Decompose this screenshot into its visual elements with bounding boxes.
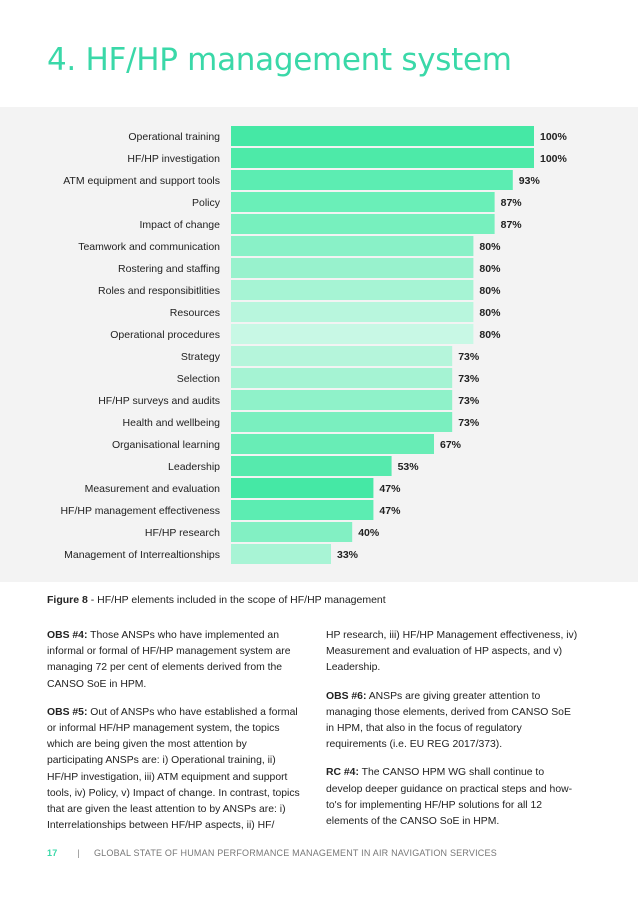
rc-4-paragraph: RC #4: The CANSO HPM WG shall continue t… bbox=[326, 765, 581, 830]
bar bbox=[231, 368, 453, 388]
value-label: 100% bbox=[540, 131, 568, 143]
caption-label: Figure 8 bbox=[47, 594, 88, 606]
value-label: 80% bbox=[479, 307, 501, 319]
left-column: OBS #4: Those ANSPs who have implemented… bbox=[47, 628, 302, 846]
bar bbox=[231, 258, 474, 278]
value-label: 73% bbox=[458, 351, 480, 363]
bar bbox=[231, 192, 495, 212]
category-label: HF/HP research bbox=[145, 527, 220, 539]
obs-5-label: OBS #5: bbox=[47, 706, 88, 718]
obs-5-continued-paragraph: HP research, iii) HF/HP Management effec… bbox=[326, 628, 581, 677]
category-label: Strategy bbox=[181, 351, 221, 363]
bar bbox=[231, 170, 513, 190]
category-label: Management of Interrealtionships bbox=[64, 549, 220, 561]
category-label: HF/HP management effectiveness bbox=[60, 505, 220, 517]
category-label: Operational procedures bbox=[110, 329, 220, 341]
category-label: Teamwork and communication bbox=[78, 241, 220, 253]
chart-panel: Operational training 100% HF/HP investigat… bbox=[0, 107, 638, 582]
category-label: Operational training bbox=[128, 131, 220, 143]
value-label: 53% bbox=[398, 461, 420, 473]
obs-6-paragraph: OBS #6: ANSPs are giving greater attenti… bbox=[326, 689, 581, 754]
footer-text: GLOBAL STATE OF HUMAN PERFORMANCE MANAGE… bbox=[93, 848, 497, 858]
category-label: ATM equipment and support tools bbox=[63, 175, 220, 187]
value-label: 80% bbox=[479, 263, 501, 275]
value-label: 73% bbox=[458, 395, 480, 407]
category-label: Measurement and evaluation bbox=[85, 483, 221, 495]
obs-4-paragraph: OBS #4: Those ANSPs who have implemented… bbox=[47, 628, 302, 693]
category-label: Roles and responsibitlities bbox=[98, 285, 220, 297]
value-label: 80% bbox=[479, 241, 501, 253]
bar bbox=[231, 478, 374, 498]
value-label: 80% bbox=[479, 285, 501, 297]
obs-6-text: ANSPs are giving greater attention to ma… bbox=[326, 690, 571, 751]
value-label: 33% bbox=[337, 549, 359, 561]
category-label: Rostering and staffing bbox=[118, 263, 220, 275]
value-label: 80% bbox=[479, 329, 501, 341]
caption-text: - HF/HP elements included in the scope o… bbox=[87, 594, 386, 606]
page-number: 17 bbox=[47, 848, 58, 858]
bar bbox=[231, 236, 474, 256]
value-label: 40% bbox=[358, 527, 380, 539]
category-label: Leadership bbox=[168, 461, 220, 473]
bar bbox=[231, 412, 453, 432]
bar bbox=[231, 456, 392, 476]
value-label: 73% bbox=[458, 417, 480, 429]
value-label: 73% bbox=[458, 373, 480, 385]
obs-4-label: OBS #4: bbox=[47, 630, 88, 641]
category-label: HF/HP investigation bbox=[127, 153, 220, 165]
value-label: 67% bbox=[440, 439, 462, 451]
rc-4-label: RC #4: bbox=[326, 767, 359, 779]
value-label: 93% bbox=[519, 175, 541, 187]
obs-4-text: Those ANSPs who have implemented an info… bbox=[47, 630, 291, 690]
bar bbox=[231, 280, 474, 300]
value-label: 87% bbox=[501, 219, 523, 231]
obs-5-continued-text: HP research, iii) HF/HP Management effec… bbox=[326, 630, 578, 674]
figure-caption: Figure 8 - HF/HP elements included in th… bbox=[47, 594, 386, 606]
bar bbox=[231, 346, 453, 366]
category-label: Impact of change bbox=[139, 219, 220, 231]
bar bbox=[231, 148, 534, 168]
bar bbox=[231, 214, 495, 234]
value-label: 100% bbox=[540, 153, 568, 165]
footer-separator: | bbox=[77, 848, 80, 858]
category-label: Selection bbox=[177, 373, 220, 385]
value-label: 47% bbox=[379, 483, 401, 495]
category-label: Organisational learning bbox=[112, 439, 220, 451]
bar bbox=[231, 500, 374, 520]
obs-6-label: OBS #6: bbox=[326, 690, 367, 702]
value-label: 87% bbox=[501, 197, 523, 209]
obs-5-text: Out of ANSPs who have established a form… bbox=[47, 706, 300, 832]
category-label: Health and wellbeing bbox=[123, 417, 221, 429]
bar bbox=[231, 522, 353, 542]
bar bbox=[231, 390, 453, 410]
category-label: Resources bbox=[170, 307, 220, 319]
bar bbox=[231, 126, 534, 146]
page-title: 4. HF/HP management system bbox=[47, 42, 512, 78]
obs-5-paragraph: OBS #5: Out of ANSPs who have establishe… bbox=[47, 705, 302, 835]
bar bbox=[231, 434, 435, 454]
bar bbox=[231, 544, 331, 564]
bar bbox=[231, 324, 474, 344]
bar bbox=[231, 302, 474, 322]
right-column: HP research, iii) HF/HP Management effec… bbox=[326, 628, 581, 842]
rc-4-text: The CANSO HPM WG shall continue to devel… bbox=[326, 767, 573, 828]
category-label: HF/HP surveys and audits bbox=[98, 395, 220, 407]
value-label: 47% bbox=[379, 505, 401, 517]
category-label: Policy bbox=[192, 197, 221, 209]
bar-chart: Operational training 100% HF/HP investigat… bbox=[60, 126, 568, 564]
page-footer: 17 | GLOBAL STATE OF HUMAN PERFORMANCE MAN… bbox=[47, 848, 497, 858]
